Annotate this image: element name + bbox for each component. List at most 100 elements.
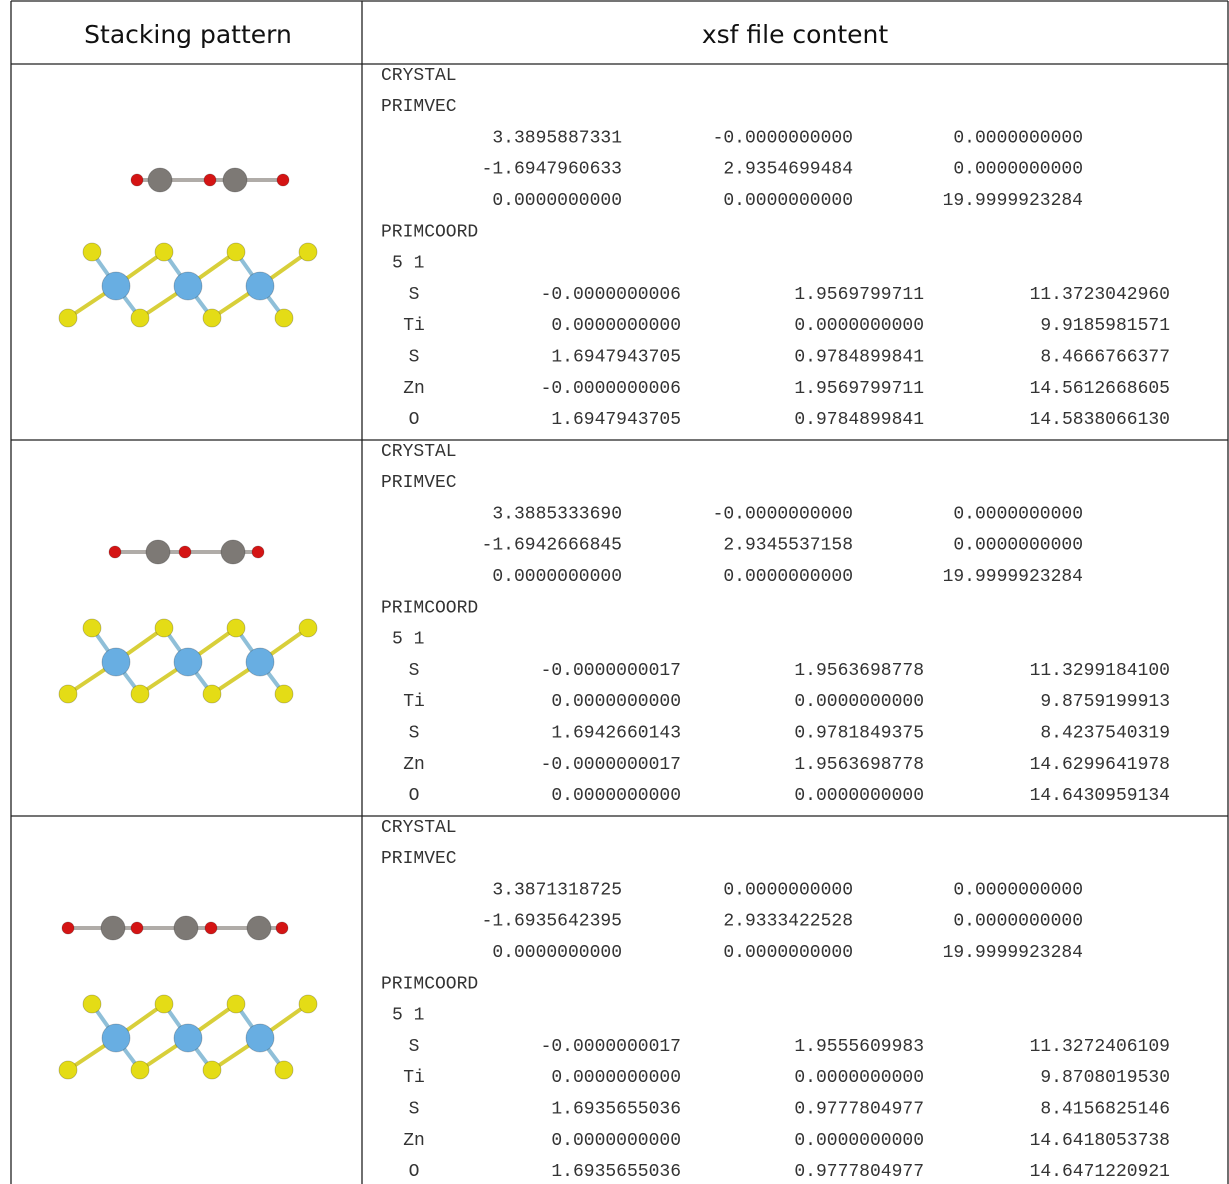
- coordinate: 14.6418053738: [1030, 1131, 1170, 1151]
- keyword: CRYSTAL: [381, 818, 457, 838]
- header-cell: xsf file content: [702, 20, 889, 49]
- coordinate: 8.4237540319: [1040, 723, 1170, 743]
- coordinate: 0.0000000000: [794, 692, 924, 712]
- atom-count: 5 1: [392, 630, 424, 650]
- element: O: [409, 786, 420, 806]
- coordinate: 0.0000000000: [794, 1068, 924, 1088]
- vector-component: 0.0000000000: [953, 912, 1083, 932]
- atom: [227, 619, 245, 637]
- keyword: PRIMCOORD: [381, 974, 478, 994]
- vector-component: -1.6935642395: [482, 912, 622, 932]
- coordinate: 8.4666766377: [1040, 347, 1170, 367]
- keyword: PRIMVEC: [381, 97, 457, 117]
- header-cell: Stacking pattern: [84, 20, 292, 49]
- coordinate: 0.0000000000: [551, 786, 681, 806]
- coordinate: 1.9563698778: [794, 661, 924, 681]
- vector-component: 0.0000000000: [492, 191, 622, 211]
- coordinate: 11.3272406109: [1030, 1037, 1170, 1057]
- coordinate: 1.6942660143: [551, 723, 681, 743]
- coordinate: 0.0000000000: [551, 316, 681, 336]
- coordinate: -0.0000000006: [541, 379, 681, 399]
- atom: [155, 619, 173, 637]
- atom: [179, 546, 191, 558]
- coordinate: 0.9784899841: [794, 347, 924, 367]
- element: Zn: [403, 379, 425, 399]
- atom: [275, 685, 293, 703]
- atom: [102, 648, 130, 676]
- coordinate: -0.0000000017: [541, 661, 681, 681]
- atom: [131, 1061, 149, 1079]
- coordinate: 0.0000000000: [551, 692, 681, 712]
- atom: [227, 995, 245, 1013]
- element: S: [409, 1099, 420, 1119]
- element: S: [409, 661, 420, 681]
- coordinate: 1.9555609983: [794, 1037, 924, 1057]
- coordinate: 8.4156825146: [1040, 1099, 1170, 1119]
- vector-component: -0.0000000000: [713, 128, 853, 148]
- atom: [299, 995, 317, 1013]
- coordinate: 14.5612668605: [1030, 379, 1170, 399]
- atom: [155, 243, 173, 261]
- coordinate: 0.9781849375: [794, 723, 924, 743]
- coordinate: -0.0000000017: [541, 1037, 681, 1057]
- atom: [131, 309, 149, 327]
- atom: [276, 922, 288, 934]
- coordinate: 1.9563698778: [794, 755, 924, 775]
- atom: [203, 685, 221, 703]
- keyword: PRIMVEC: [381, 473, 457, 493]
- atom: [174, 648, 202, 676]
- coordinate: 0.0000000000: [794, 316, 924, 336]
- atom: [277, 174, 289, 186]
- coordinate: 1.9569799711: [794, 379, 924, 399]
- coordinate: 0.9777804977: [794, 1162, 924, 1182]
- atom: [252, 546, 264, 558]
- atom: [203, 1061, 221, 1079]
- coordinate: -0.0000000017: [541, 755, 681, 775]
- element: Zn: [403, 1131, 425, 1151]
- coordinate: 11.3299184100: [1030, 661, 1170, 681]
- coordinate: 14.5838066130: [1030, 410, 1170, 430]
- atom: [62, 922, 74, 934]
- coordinate: 9.8708019530: [1040, 1068, 1170, 1088]
- coordinate: 1.9569799711: [794, 285, 924, 305]
- element: S: [409, 1037, 420, 1057]
- coordinate: 1.6947943705: [551, 410, 681, 430]
- vector-component: 0.0000000000: [723, 567, 853, 587]
- coordinate: 0.9784899841: [794, 410, 924, 430]
- atom: [299, 619, 317, 637]
- coordinate: 1.6935655036: [551, 1099, 681, 1119]
- vector-component: 0.0000000000: [953, 536, 1083, 556]
- coordinate: 1.6947943705: [551, 347, 681, 367]
- atom: [102, 272, 130, 300]
- atom: [101, 916, 125, 940]
- element: S: [409, 285, 420, 305]
- vector-component: 3.3895887331: [492, 128, 622, 148]
- coordinate: 0.9777804977: [794, 1099, 924, 1119]
- atom: [205, 922, 217, 934]
- element: S: [409, 347, 420, 367]
- vector-component: 19.9999923284: [943, 567, 1083, 587]
- atom: [83, 995, 101, 1013]
- vector-component: 3.3871318725: [492, 880, 622, 900]
- coordinate: 11.3723042960: [1030, 285, 1170, 305]
- atom: [59, 1061, 77, 1079]
- vector-component: 2.9333422528: [723, 912, 853, 932]
- atom: [246, 272, 274, 300]
- vector-component: 0.0000000000: [492, 567, 622, 587]
- vector-component: 0.0000000000: [953, 880, 1083, 900]
- vector-component: 0.0000000000: [953, 504, 1083, 524]
- atom: [83, 619, 101, 637]
- element: S: [409, 723, 420, 743]
- atom: [227, 243, 245, 261]
- vector-component: 19.9999923284: [943, 943, 1083, 963]
- vector-component: 0.0000000000: [723, 880, 853, 900]
- atom: [221, 540, 245, 564]
- atom: [247, 916, 271, 940]
- atom: [204, 174, 216, 186]
- atom-count: 5 1: [392, 254, 424, 274]
- table: Stacking pattern xsf file content CRYSTA…: [0, 0, 1229, 1184]
- atom: [83, 243, 101, 261]
- element: Ti: [403, 692, 425, 712]
- atom: [174, 1024, 202, 1052]
- coordinate: 9.9185981571: [1040, 316, 1170, 336]
